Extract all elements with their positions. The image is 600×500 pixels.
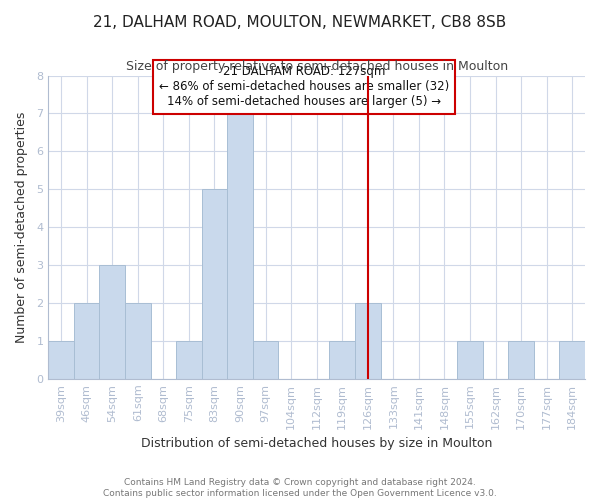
Text: 21 DALHAM ROAD: 127sqm
← 86% of semi-detached houses are smaller (32)
14% of sem: 21 DALHAM ROAD: 127sqm ← 86% of semi-det…	[159, 66, 449, 108]
Bar	[559, 341, 585, 379]
Y-axis label: Number of semi-detached properties: Number of semi-detached properties	[15, 112, 28, 343]
Title: Size of property relative to semi-detached houses in Moulton: Size of property relative to semi-detach…	[125, 60, 508, 73]
Bar	[227, 114, 253, 379]
Bar	[49, 341, 74, 379]
Bar	[355, 303, 380, 379]
Bar	[202, 190, 227, 379]
Bar	[125, 303, 151, 379]
Bar	[508, 341, 534, 379]
Bar	[253, 341, 278, 379]
Bar	[176, 341, 202, 379]
Text: 21, DALHAM ROAD, MOULTON, NEWMARKET, CB8 8SB: 21, DALHAM ROAD, MOULTON, NEWMARKET, CB8…	[94, 15, 506, 30]
Bar	[74, 303, 100, 379]
Text: Contains HM Land Registry data © Crown copyright and database right 2024.
Contai: Contains HM Land Registry data © Crown c…	[103, 478, 497, 498]
Bar	[457, 341, 483, 379]
Bar	[329, 341, 355, 379]
Bar	[100, 265, 125, 379]
X-axis label: Distribution of semi-detached houses by size in Moulton: Distribution of semi-detached houses by …	[141, 437, 493, 450]
